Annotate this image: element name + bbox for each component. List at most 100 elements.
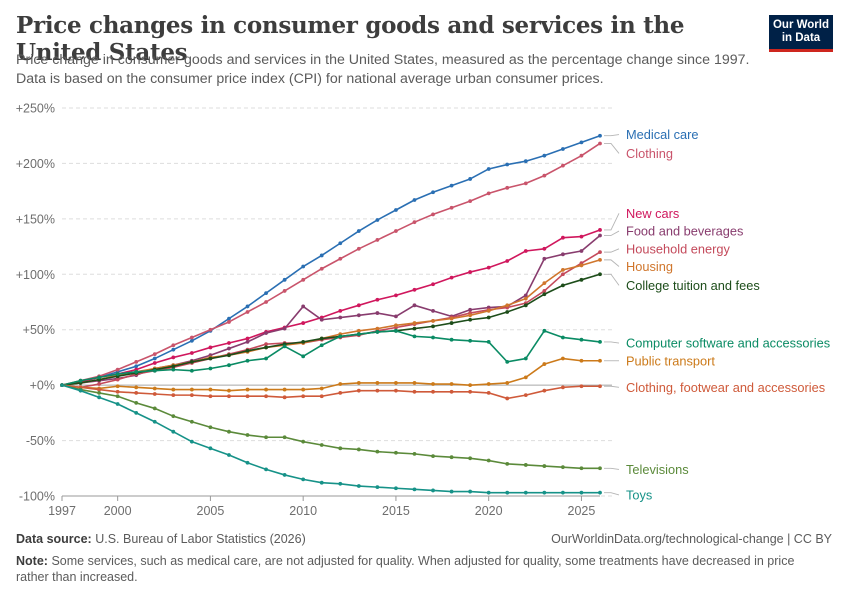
data-point[interactable]: [412, 198, 417, 202]
data-point[interactable]: [560, 356, 565, 361]
data-point[interactable]: [115, 394, 120, 399]
data-point[interactable]: [412, 326, 417, 331]
data-point[interactable]: [301, 264, 306, 269]
data-point[interactable]: [208, 425, 213, 430]
data-point[interactable]: [301, 354, 306, 359]
data-point[interactable]: [134, 369, 139, 374]
data-point[interactable]: [431, 190, 435, 195]
data-point[interactable]: [227, 388, 231, 393]
data-point[interactable]: [375, 238, 380, 242]
data-point[interactable]: [449, 389, 454, 394]
data-point[interactable]: [560, 335, 565, 340]
data-point[interactable]: [542, 490, 547, 495]
series-label[interactable]: Medical care: [626, 127, 699, 142]
data-point[interactable]: [560, 283, 565, 288]
data-point[interactable]: [412, 487, 417, 492]
data-point[interactable]: [338, 256, 343, 261]
data-point[interactable]: [542, 153, 547, 158]
data-point[interactable]: [579, 358, 584, 363]
data-point[interactable]: [431, 335, 435, 340]
data-point[interactable]: [282, 289, 287, 293]
data-point[interactable]: [542, 464, 547, 468]
data-point[interactable]: [486, 391, 491, 395]
data-point[interactable]: [115, 367, 120, 372]
data-point[interactable]: [319, 266, 324, 271]
data-point[interactable]: [375, 218, 380, 222]
data-point[interactable]: [301, 321, 306, 325]
data-point[interactable]: [227, 453, 231, 457]
data-point[interactable]: [264, 291, 268, 296]
data-point[interactable]: [394, 323, 398, 328]
data-point[interactable]: [468, 313, 473, 318]
series-label[interactable]: College tuition and fees: [626, 278, 760, 293]
series-label[interactable]: Household energy: [626, 241, 730, 256]
owid-logo[interactable]: Our World in Data: [769, 15, 833, 52]
data-point[interactable]: [579, 466, 584, 471]
data-point[interactable]: [264, 394, 268, 399]
data-point[interactable]: [431, 318, 435, 323]
data-point[interactable]: [245, 348, 250, 353]
data-point[interactable]: [542, 388, 547, 393]
data-point[interactable]: [523, 356, 528, 361]
data-point[interactable]: [375, 311, 380, 315]
data-point[interactable]: [375, 297, 380, 302]
data-point[interactable]: [189, 387, 194, 392]
data-point[interactable]: [598, 141, 602, 146]
data-point[interactable]: [301, 304, 306, 309]
data-point[interactable]: [579, 337, 584, 342]
data-point[interactable]: [449, 316, 454, 321]
data-point[interactable]: [449, 489, 454, 494]
data-point[interactable]: [560, 267, 565, 272]
data-point[interactable]: [171, 355, 176, 360]
data-point[interactable]: [264, 342, 268, 347]
data-point[interactable]: [431, 324, 435, 329]
data-point[interactable]: [505, 396, 510, 401]
data-point[interactable]: [394, 293, 398, 298]
data-point[interactable]: [412, 381, 417, 385]
data-point[interactable]: [449, 275, 454, 280]
data-point[interactable]: [60, 383, 64, 388]
data-point[interactable]: [171, 343, 176, 348]
data-point[interactable]: [208, 345, 213, 350]
data-point[interactable]: [468, 307, 473, 312]
series-label[interactable]: Clothing, footwear and accessories: [626, 380, 825, 395]
data-point[interactable]: [523, 490, 528, 495]
data-point[interactable]: [579, 140, 584, 145]
data-point[interactable]: [468, 383, 473, 388]
data-point[interactable]: [356, 381, 361, 385]
data-point[interactable]: [78, 388, 83, 393]
data-point[interactable]: [171, 364, 176, 369]
series-label[interactable]: Clothing: [626, 146, 673, 161]
data-point[interactable]: [227, 363, 231, 368]
data-point[interactable]: [394, 314, 398, 319]
data-point[interactable]: [468, 317, 473, 322]
data-point[interactable]: [449, 455, 454, 460]
data-point[interactable]: [338, 446, 343, 451]
data-point[interactable]: [579, 153, 584, 158]
data-point[interactable]: [505, 185, 510, 190]
data-point[interactable]: [394, 450, 398, 455]
data-point[interactable]: [598, 490, 602, 495]
data-point[interactable]: [301, 477, 306, 482]
data-point[interactable]: [468, 389, 473, 394]
series-label[interactable]: Housing: [626, 259, 673, 274]
data-point[interactable]: [579, 263, 584, 268]
data-point[interactable]: [412, 334, 417, 339]
data-point[interactable]: [208, 446, 213, 451]
data-point[interactable]: [282, 473, 287, 477]
data-point[interactable]: [598, 272, 602, 277]
data-point[interactable]: [375, 388, 380, 393]
data-point[interactable]: [171, 387, 176, 392]
data-point[interactable]: [245, 460, 250, 465]
data-point[interactable]: [375, 326, 380, 331]
data-point[interactable]: [189, 359, 194, 364]
data-point[interactable]: [449, 337, 454, 342]
data-point[interactable]: [356, 229, 361, 233]
series-line[interactable]: [61, 384, 600, 494]
data-point[interactable]: [245, 394, 250, 399]
data-point[interactable]: [505, 461, 510, 466]
series-label[interactable]: Public transport: [626, 353, 715, 368]
data-point[interactable]: [208, 356, 213, 361]
data-point[interactable]: [282, 387, 287, 392]
series-line[interactable]: [61, 134, 601, 386]
